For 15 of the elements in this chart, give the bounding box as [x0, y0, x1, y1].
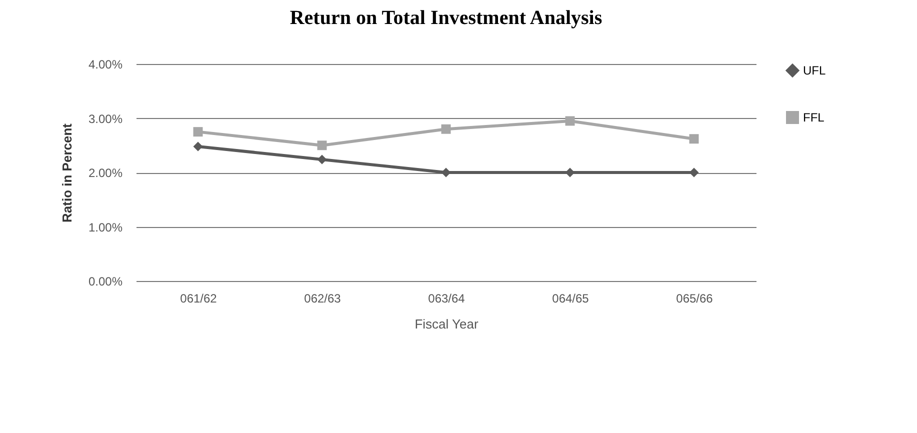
x-axis-title: Fiscal Year	[414, 316, 479, 332]
y-tick-label: 4.00%	[88, 58, 123, 72]
x-tick-label: 062/63	[304, 292, 342, 306]
x-tick-label: 064/65	[552, 292, 590, 306]
y-tick-label: 2.00%	[88, 166, 123, 180]
chart-title: Return on Total Investment Analysis	[290, 7, 602, 29]
y-axis-title: Ratio in Percent	[59, 122, 74, 222]
legend-label: UFL	[803, 64, 826, 78]
x-tick-label: 063/64	[428, 292, 466, 306]
x-tick-label: 061/62	[180, 292, 218, 306]
y-tick-label: 0.00%	[88, 274, 123, 288]
y-tick-label: 3.00%	[88, 112, 123, 126]
y-tick-label: 1.00%	[88, 220, 123, 234]
x-tick-label: 065/66	[676, 292, 714, 306]
legend-label: FFL	[803, 110, 825, 124]
